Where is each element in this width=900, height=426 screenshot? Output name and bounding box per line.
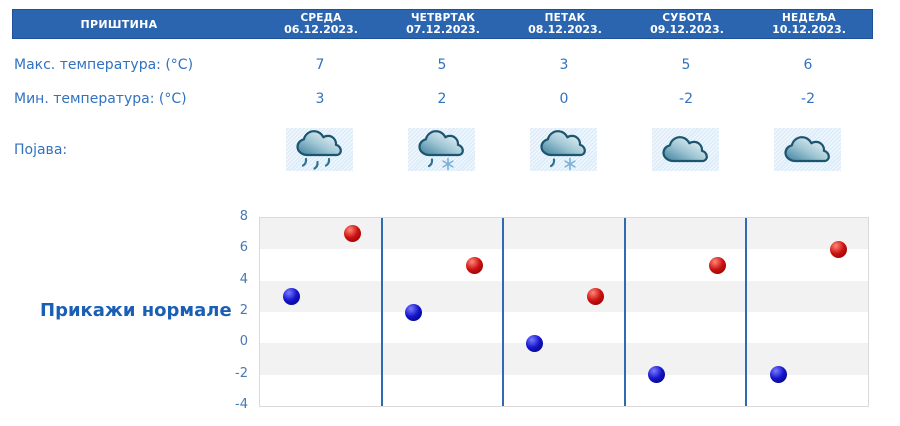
y-tick-label: 6 — [239, 240, 248, 256]
min-temp-value: -2 — [679, 91, 693, 107]
chart-point-min — [404, 303, 422, 321]
max-temp-value: 6 — [803, 57, 813, 73]
day-separator — [502, 218, 505, 406]
day-name: СУБОТА — [662, 12, 712, 24]
y-tick-label: -2 — [235, 365, 248, 381]
show-normals-button[interactable]: Прикажи нормале — [40, 300, 232, 321]
day-date: 10.12.2023. — [772, 23, 846, 36]
cloud-icon — [652, 128, 719, 171]
day-date: 07.12.2023. — [406, 23, 480, 36]
cloud-rain-snow-icon — [530, 128, 597, 171]
max-temp-value: 3 — [559, 57, 569, 73]
chart-band — [260, 218, 868, 250]
cloud-rain-snow-glyph — [418, 130, 464, 171]
max-temp-value: 7 — [315, 57, 325, 73]
cloud-rain-glyph — [296, 130, 342, 170]
day-separator — [745, 218, 748, 406]
chart-point-max — [465, 256, 483, 274]
plot-area — [259, 217, 869, 407]
day-header-4: СУБОТА 09.12.2023. — [626, 12, 748, 36]
day-name: ЧЕТВРТАК — [411, 12, 475, 24]
phenomena-row-label: Појава: — [14, 142, 68, 158]
chart-point-max — [587, 287, 605, 305]
day-header-2: ЧЕТВРТАК 07.12.2023. — [382, 12, 504, 36]
cloud-glyph — [784, 136, 830, 163]
chart-point-min — [526, 334, 544, 352]
min-temp-value: 0 — [559, 91, 569, 107]
min-temp-row-label: Мин. температура: (°C) — [14, 91, 187, 107]
chart-band — [260, 312, 868, 344]
max-temp-row-label: Макс. температура: (°C) — [14, 57, 194, 73]
chart-point-min — [647, 366, 665, 384]
y-axis: 8 6 4 2 0 -2 -4 — [210, 209, 248, 412]
location-label: ПРИШТИНА — [80, 18, 158, 31]
day-name: ПЕТАК — [544, 12, 586, 24]
day-separator — [623, 218, 626, 406]
min-temp-value: 2 — [437, 91, 447, 107]
y-tick-label: 4 — [239, 271, 248, 287]
cloud-rain-snow-icon — [408, 128, 475, 171]
chart-point-max — [708, 256, 726, 274]
min-temp-value: -2 — [801, 91, 815, 107]
max-temp-value: 5 — [681, 57, 691, 73]
day-date: 09.12.2023. — [650, 23, 724, 36]
day-header-3: ПЕТАК 08.12.2023. — [504, 12, 626, 36]
cloud-glyph — [662, 136, 708, 163]
y-tick-label: -4 — [235, 397, 248, 412]
y-tick-label: 8 — [239, 209, 248, 224]
chart-point-max — [830, 240, 848, 258]
chart-point-min — [769, 366, 787, 384]
day-name: НЕДЕЉА — [782, 12, 836, 24]
cloud-rain-icon — [286, 128, 353, 171]
day-name: СРЕДА — [300, 12, 342, 24]
day-date: 08.12.2023. — [528, 23, 602, 36]
chart-point-max — [343, 225, 361, 243]
day-header-1: СРЕДА 06.12.2023. — [260, 12, 382, 36]
chart-band — [260, 249, 868, 281]
forecast-header: ПРИШТИНА СРЕДА 06.12.2023. ЧЕТВРТАК 07.1… — [12, 9, 873, 39]
y-tick-label: 0 — [239, 334, 248, 350]
day-header-5: НЕДЕЉА 10.12.2023. — [748, 12, 870, 36]
cloud-rain-snow-glyph — [540, 130, 586, 171]
chart-band — [260, 374, 868, 406]
min-temp-value: 3 — [315, 91, 325, 107]
chart-band — [260, 343, 868, 375]
cloud-icon — [774, 128, 841, 171]
day-separator — [380, 218, 383, 406]
day-date: 06.12.2023. — [284, 23, 358, 36]
max-temp-value: 5 — [437, 57, 447, 73]
y-tick-label: 2 — [239, 303, 248, 318]
chart-band — [260, 280, 868, 312]
chart-point-min — [283, 287, 301, 305]
